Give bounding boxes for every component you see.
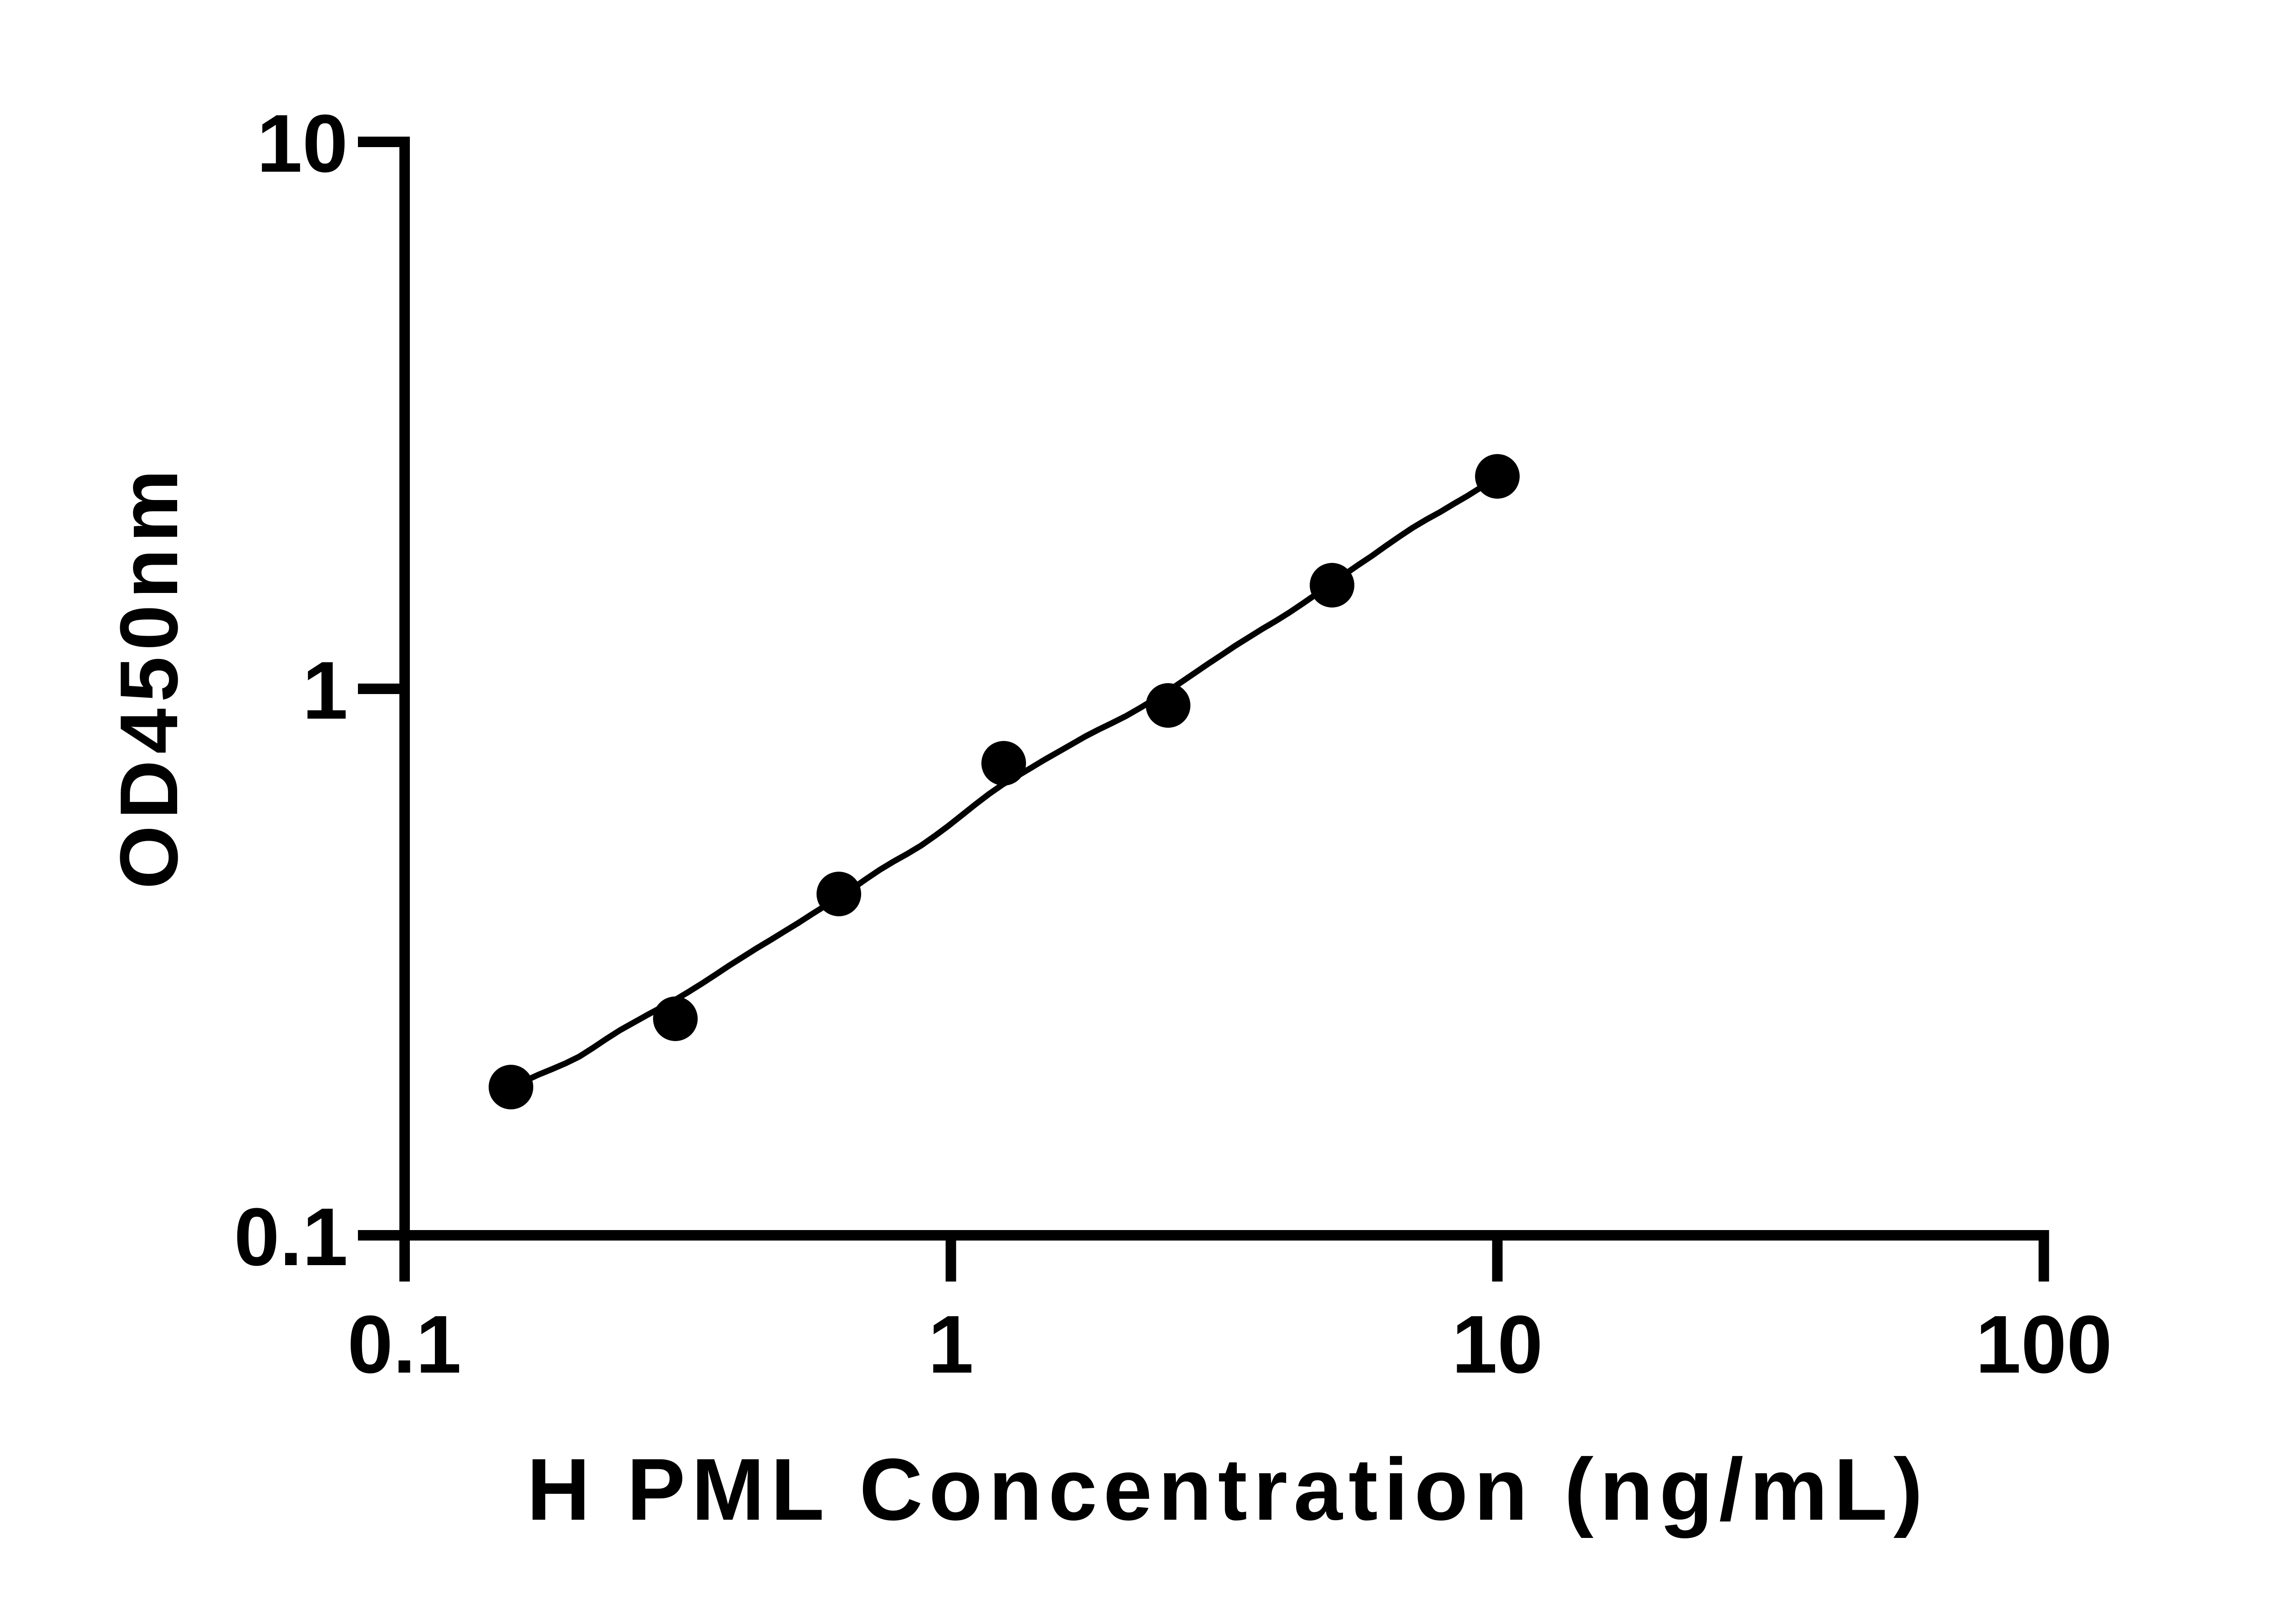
svg-text:0.1: 0.1 <box>234 1191 348 1283</box>
svg-text:H PML Concentration (ng/mL): H PML Concentration (ng/mL) <box>527 1440 1929 1538</box>
svg-text:100: 100 <box>1976 1299 2112 1390</box>
svg-text:OD450nm: OD450nm <box>103 464 195 889</box>
svg-text:10: 10 <box>1452 1299 1543 1390</box>
svg-text:0.1: 0.1 <box>347 1299 461 1390</box>
svg-text:1: 1 <box>928 1299 974 1390</box>
svg-text:10: 10 <box>257 98 348 189</box>
svg-text:1: 1 <box>302 645 348 736</box>
